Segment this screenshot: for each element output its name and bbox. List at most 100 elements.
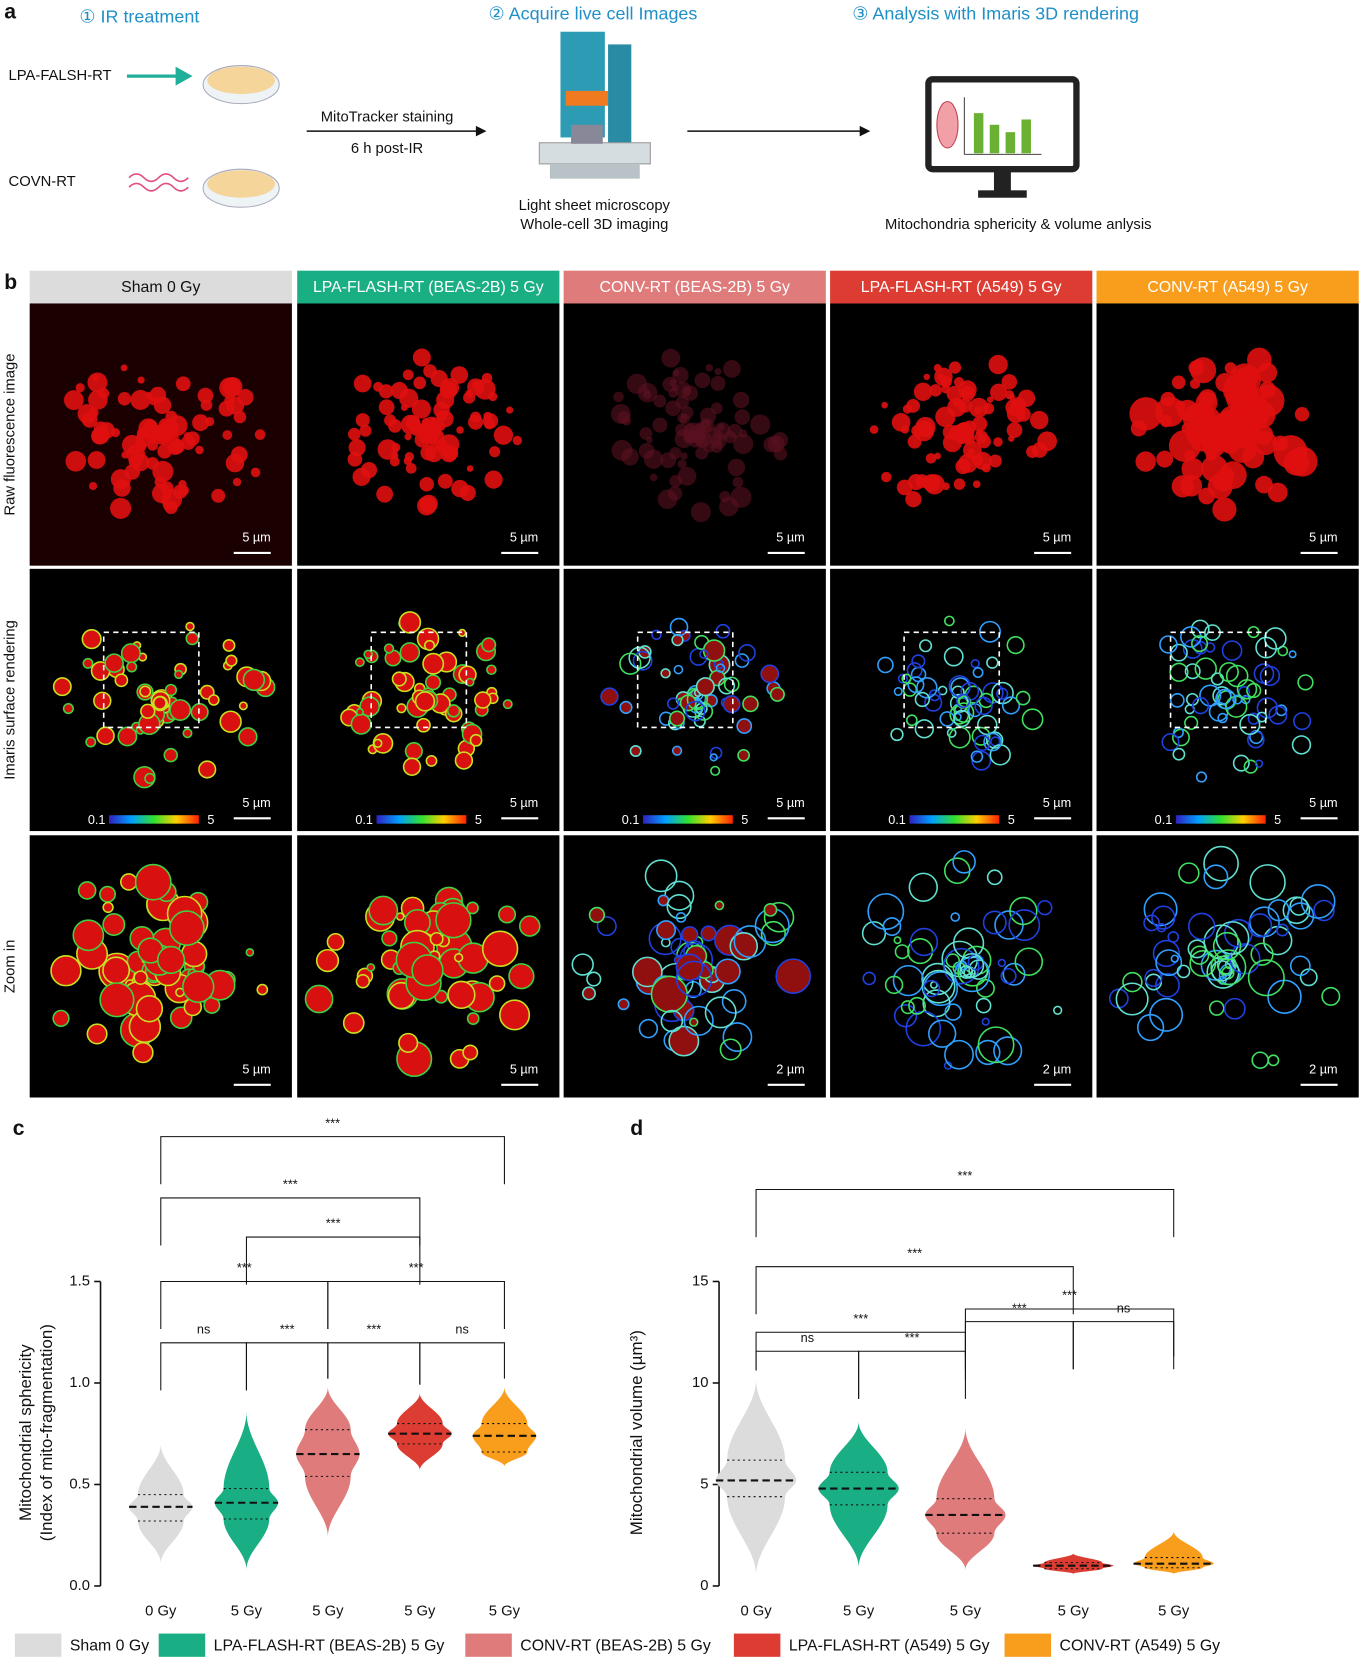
- mito-surface: [465, 677, 475, 687]
- mito-blob: [694, 430, 712, 448]
- mito-surface: [1115, 982, 1149, 1016]
- mito-blob: [896, 479, 913, 496]
- column-header-bg: [563, 270, 826, 304]
- mito-surface: [398, 611, 422, 634]
- column-header: CONV-RT (BEAS-2B) 5 Gy: [600, 279, 791, 296]
- mito-surface: [1014, 947, 1044, 976]
- mito-blob: [1180, 474, 1203, 497]
- mito-surface: [928, 689, 941, 702]
- mito-surface: [959, 965, 974, 979]
- mito-surface: [729, 931, 759, 961]
- mito-surface: [163, 747, 178, 763]
- mito-surface: [182, 970, 215, 1004]
- mito-surface: [1267, 1054, 1280, 1067]
- mito-surface: [499, 999, 531, 1031]
- mito-blob: [982, 402, 995, 415]
- violin: [1033, 1553, 1114, 1574]
- mito-surface: [694, 701, 714, 721]
- mito-surface: [775, 958, 812, 994]
- mito-surface: [1008, 909, 1041, 942]
- mito-surface: [1021, 708, 1044, 731]
- mito-blob: [162, 428, 176, 441]
- mito-surface: [908, 872, 938, 902]
- mito-blob: [1259, 381, 1276, 399]
- mito-surface: [425, 754, 438, 767]
- mito-blob: [963, 440, 982, 460]
- mito-surface: [354, 657, 365, 668]
- mito-blob: [675, 395, 689, 409]
- mito-blob: [197, 387, 214, 404]
- group-label: COVN-RT: [9, 174, 76, 190]
- group-label: LPA-FALSH-RT: [9, 68, 112, 84]
- mito-blob: [642, 390, 652, 400]
- mito-blob: [669, 447, 682, 460]
- mito-surface: [742, 695, 759, 713]
- mito-blob: [450, 366, 469, 384]
- mito-surface: [1256, 697, 1279, 719]
- mito-surface: [733, 925, 767, 958]
- mito-blob: [110, 497, 132, 519]
- x-tick-label: 5 Gy: [950, 1603, 982, 1619]
- significance-label: ***: [280, 1322, 295, 1336]
- mito-blob: [610, 404, 631, 424]
- mito-surface: [760, 920, 786, 947]
- mito-blob: [493, 425, 514, 445]
- y-axis-label: Mitochondrial volume (µm³): [627, 1330, 646, 1535]
- mito-blob: [192, 414, 209, 432]
- mito-blob: [488, 391, 498, 402]
- mito-surface: [402, 757, 422, 776]
- mito-blob: [960, 385, 976, 402]
- significance-bracket: [964, 1321, 1074, 1370]
- mito-surface: [714, 958, 741, 985]
- mito-surface: [944, 1003, 962, 1021]
- mito-surface: [466, 901, 479, 915]
- mito-blob: [891, 413, 911, 432]
- step-title: ② Acquire live cell Images: [489, 4, 698, 24]
- mito-surface: [508, 963, 535, 990]
- mito-surface: [922, 989, 951, 1018]
- mito-blob: [157, 431, 164, 439]
- mito-surface: [971, 726, 991, 746]
- mito-blob: [121, 451, 129, 459]
- mito-surface: [952, 850, 976, 874]
- mito-surface: [1218, 662, 1239, 683]
- mito-surface: [342, 1012, 365, 1034]
- mito-surface: [1249, 729, 1264, 745]
- mito-blob: [250, 467, 261, 478]
- mito-blob: [484, 418, 495, 430]
- mito-surface: [99, 982, 135, 1018]
- mito-surface: [1225, 695, 1248, 718]
- x-tick-label: 5 Gy: [1058, 1603, 1090, 1619]
- colorbar: [642, 815, 733, 824]
- mito-surface: [600, 687, 619, 706]
- legend-swatch: [158, 1633, 206, 1657]
- mito-blob: [1212, 497, 1237, 522]
- mito-blob: [923, 373, 930, 381]
- mito-surface: [466, 1012, 480, 1025]
- mito-blob: [413, 376, 427, 390]
- zoom-box: [636, 631, 734, 729]
- mito-blob: [412, 348, 431, 367]
- mito-surface: [404, 742, 423, 761]
- mito-blob: [1189, 378, 1201, 389]
- significance-bracket: [419, 1342, 505, 1385]
- mito-blob: [1037, 431, 1057, 452]
- mito-surface: [942, 947, 980, 985]
- mito-surface: [135, 995, 164, 1023]
- mito-blob: [91, 427, 109, 445]
- mito-surface: [972, 667, 984, 678]
- mito-surface: [671, 745, 683, 756]
- y-tick-label: 0.5: [69, 1476, 90, 1492]
- mito-blob: [952, 397, 962, 407]
- mito-surface: [1254, 759, 1264, 768]
- mito-surface: [169, 910, 205, 946]
- mito-surface: [185, 631, 200, 646]
- mito-blob: [1267, 482, 1288, 503]
- mito-blob: [195, 445, 204, 455]
- mito-blob: [65, 451, 87, 472]
- mito-surface: [102, 913, 126, 936]
- mito-blob: [128, 454, 143, 469]
- scale-bar-label: 5 µm: [242, 531, 270, 545]
- mito-surface: [72, 919, 105, 952]
- mito-surface: [760, 664, 780, 684]
